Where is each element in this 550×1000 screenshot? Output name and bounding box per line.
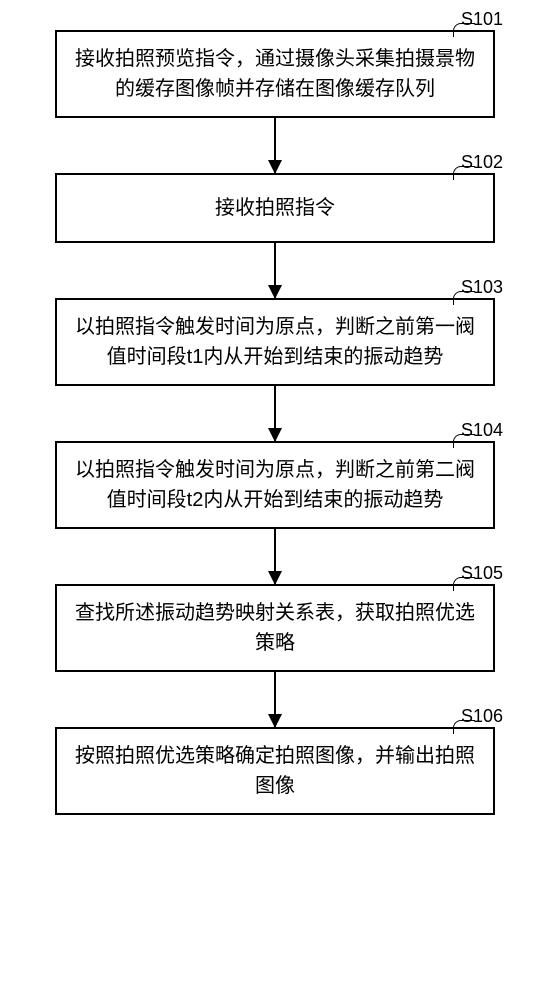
flow-node-s105: S105 查找所述振动趋势映射关系表，获取拍照优选策略 <box>55 584 495 672</box>
flow-arrow <box>274 386 276 441</box>
flow-label: S105 <box>461 560 503 587</box>
flow-node-s103: S103 以拍照指令触发时间为原点，判断之前第一阀值时间段t1内从开始到结束的振… <box>55 298 495 386</box>
flow-label: S102 <box>461 149 503 176</box>
flow-arrow <box>274 672 276 727</box>
flow-node-s101: S101 接收拍照预览指令，通过摄像头采集拍摄景物的缓存图像帧并存储在图像缓存队… <box>55 30 495 118</box>
flow-arrow <box>274 529 276 584</box>
flow-text: 按照拍照优选策略确定拍照图像，并输出拍照图像 <box>75 741 475 801</box>
flow-label: S101 <box>461 6 503 33</box>
flow-node-s104: S104 以拍照指令触发时间为原点，判断之前第二阀值时间段t2内从开始到结束的振… <box>55 441 495 529</box>
flow-text: 接收拍照预览指令，通过摄像头采集拍摄景物的缓存图像帧并存储在图像缓存队列 <box>75 44 475 104</box>
flow-label: S106 <box>461 703 503 730</box>
flow-text: 以拍照指令触发时间为原点，判断之前第一阀值时间段t1内从开始到结束的振动趋势 <box>75 312 475 372</box>
flow-arrow <box>274 118 276 173</box>
flow-label: S103 <box>461 274 503 301</box>
flowchart-container: S101 接收拍照预览指令，通过摄像头采集拍摄景物的缓存图像帧并存储在图像缓存队… <box>40 30 510 815</box>
flow-node-s106: S106 按照拍照优选策略确定拍照图像，并输出拍照图像 <box>55 727 495 815</box>
flow-label: S104 <box>461 417 503 444</box>
flow-arrow <box>274 243 276 298</box>
flow-text: 查找所述振动趋势映射关系表，获取拍照优选策略 <box>75 598 475 658</box>
flow-node-s102: S102 接收拍照指令 <box>55 173 495 243</box>
flow-text: 以拍照指令触发时间为原点，判断之前第二阀值时间段t2内从开始到结束的振动趋势 <box>75 455 475 515</box>
flow-text: 接收拍照指令 <box>215 193 335 223</box>
